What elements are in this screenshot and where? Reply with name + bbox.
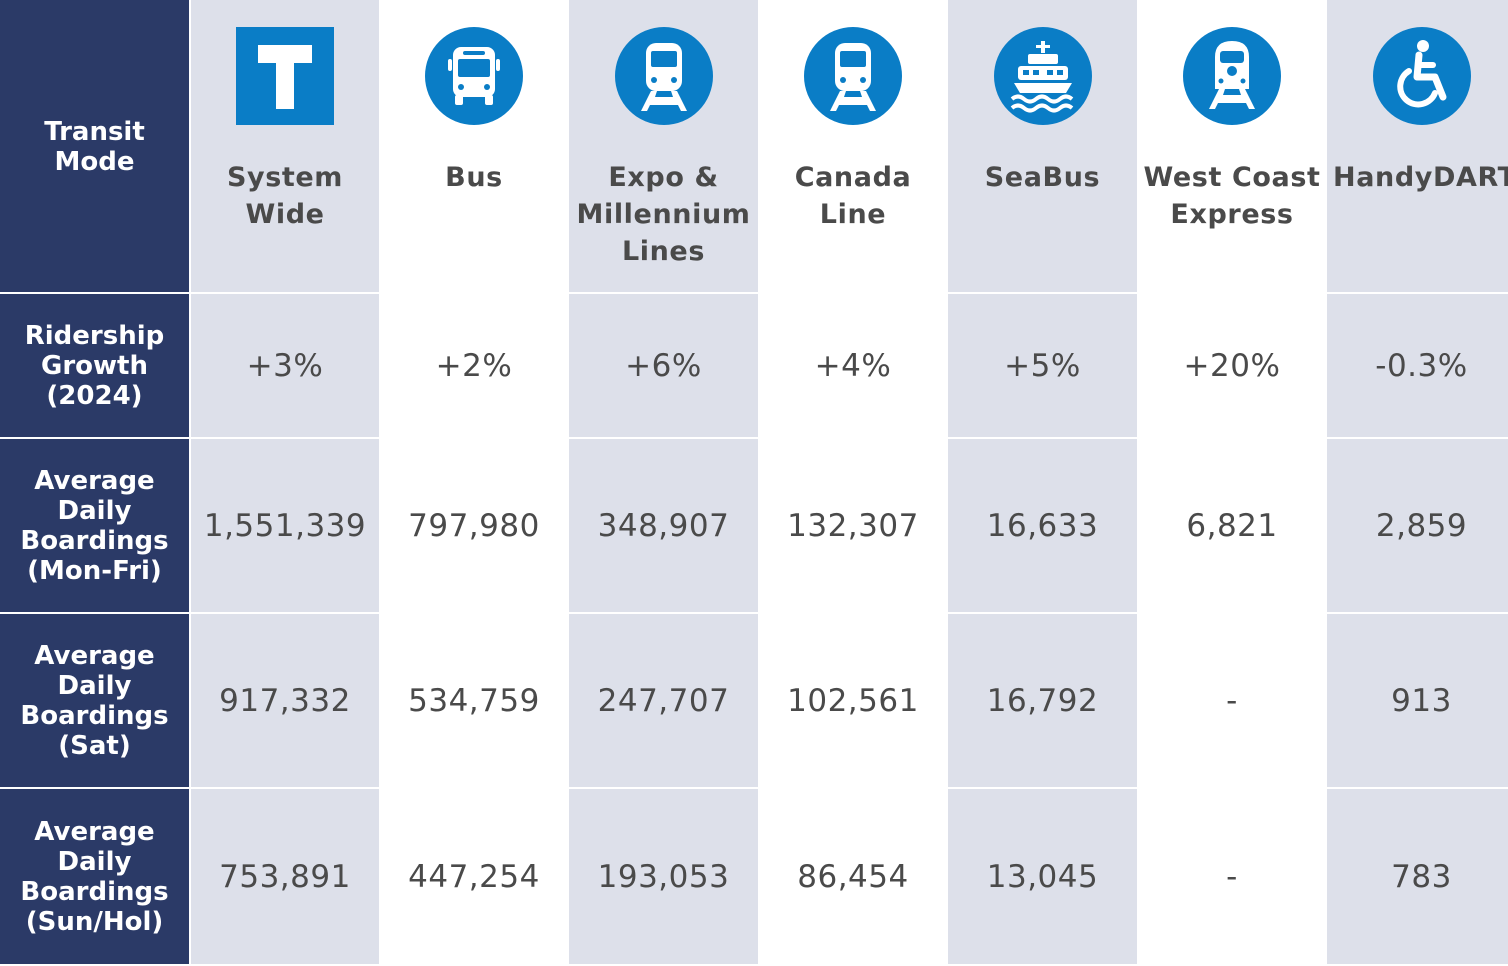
row-label-ridership-growth: Ridership Growth (2024): [0, 293, 191, 439]
header-row: Transit Mode System Wide Bus: [0, 0, 1508, 294]
mode-label: Canada Line: [794, 162, 912, 230]
table-cell: +3%: [190, 293, 379, 439]
mode-label: SeaBus: [984, 162, 1101, 193]
commuter-train-icon: [1183, 27, 1281, 125]
row-label-boardings-mon-fri: Average Daily Boardings (Mon-Fri): [0, 438, 191, 614]
table-cell: 917,332: [190, 613, 379, 789]
row-label-boardings-sun-hol: Average Daily Boardings (Sun/Hol): [0, 788, 191, 966]
table-cell: 753,891: [190, 788, 379, 966]
table-cell: 193,053: [569, 788, 758, 966]
table-cell: 2,859: [1327, 438, 1508, 614]
table-cell: 86,454: [758, 788, 948, 966]
table-cell: 132,307: [758, 438, 948, 614]
table-cell: -0.3%: [1327, 293, 1508, 439]
skytrain-icon: [804, 27, 902, 125]
table-cell: +4%: [758, 293, 948, 439]
mode-label: West Coast Express: [1143, 162, 1321, 230]
table-cell: 16,633: [948, 438, 1137, 614]
mode-expo-millennium: Expo & Millennium Lines: [569, 0, 758, 294]
table-row: Average Daily Boardings (Mon-Fri) 1,551,…: [0, 438, 1508, 614]
table-cell: 534,759: [379, 613, 569, 789]
table-cell: 913: [1327, 613, 1508, 789]
table-cell: 783: [1327, 788, 1508, 966]
ferry-icon: [993, 27, 1092, 125]
table-row: Average Daily Boardings (Sat) 917,332 53…: [0, 613, 1508, 789]
table-cell: 102,561: [758, 613, 948, 789]
table-cell: +20%: [1137, 293, 1327, 439]
mode-seabus: SeaBus: [948, 0, 1137, 294]
table-cell: +6%: [569, 293, 758, 439]
mode-bus: Bus: [379, 0, 569, 294]
mode-west-coast-express: West Coast Express: [1137, 0, 1327, 294]
table-cell: 447,254: [379, 788, 569, 966]
table-cell: -: [1137, 788, 1327, 966]
mode-handydart: HandyDART: [1327, 0, 1508, 294]
wheelchair-icon: [1372, 27, 1471, 125]
mode-label: Expo & Millennium Lines: [576, 162, 751, 267]
table-cell: 1,551,339: [190, 438, 379, 614]
table-row: Ridership Growth (2024) +3% +2% +6% +4% …: [0, 293, 1508, 439]
table-cell: 16,792: [948, 613, 1137, 789]
table-row: Average Daily Boardings (Sun/Hol) 753,89…: [0, 788, 1508, 966]
mode-label: System Wide: [226, 162, 344, 230]
mode-canada-line: Canada Line: [758, 0, 948, 294]
mode-label: HandyDART: [1333, 162, 1508, 193]
table-cell: 13,045: [948, 788, 1137, 966]
table-cell: 797,980: [379, 438, 569, 614]
table-cell: 6,821: [1137, 438, 1327, 614]
table-cell: +5%: [948, 293, 1137, 439]
row-label-transit-mode: Transit Mode: [0, 0, 191, 294]
table-cell: 348,907: [569, 438, 758, 614]
mode-system-wide: System Wide: [190, 0, 379, 294]
row-label-boardings-sat: Average Daily Boardings (Sat): [0, 613, 191, 789]
table-cell: 247,707: [569, 613, 758, 789]
bus-icon: [425, 27, 523, 125]
table-cell: +2%: [379, 293, 569, 439]
transit-t-icon: [236, 27, 334, 125]
mode-label: Bus: [445, 162, 503, 193]
table-cell: -: [1137, 613, 1327, 789]
skytrain-icon: [614, 27, 713, 125]
